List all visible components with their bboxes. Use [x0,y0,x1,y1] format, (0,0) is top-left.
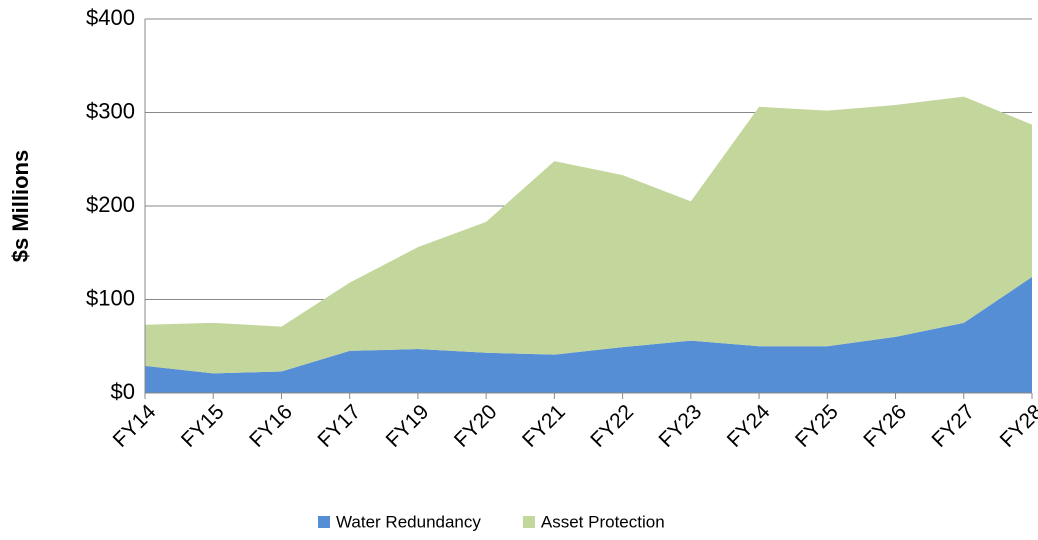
x-tick-label: FY15 [177,400,229,452]
x-tick-label: FY23 [655,400,707,452]
legend-label: Water Redundancy [336,512,481,531]
y-axis-label: $s Millions [8,150,33,262]
legend-label: Asset Protection [541,512,665,531]
x-tick-label: FY14 [109,400,161,452]
y-tick-label: $200 [86,192,135,217]
x-tick-label: FY16 [245,400,297,452]
x-tick-label: FY20 [450,400,502,452]
x-tick-label: FY26 [859,400,911,452]
legend-swatch [318,516,330,528]
x-tick-label: FY17 [313,400,365,452]
y-tick-label: $100 [86,285,135,310]
x-tick-label: FY27 [927,400,979,452]
x-tick-label: FY24 [723,400,775,452]
y-tick-label: $0 [111,379,135,404]
x-tick-label: FY19 [382,400,434,452]
x-tick-label: FY25 [791,400,843,452]
y-tick-label: $400 [86,5,135,30]
area [145,277,1032,393]
x-tick-label: FY22 [586,400,638,452]
x-tick-label: FY28 [996,400,1038,452]
legend-swatch [522,516,535,528]
x-tick-label: FY21 [518,400,570,452]
area [145,96,1032,374]
y-tick-label: $300 [86,98,135,123]
